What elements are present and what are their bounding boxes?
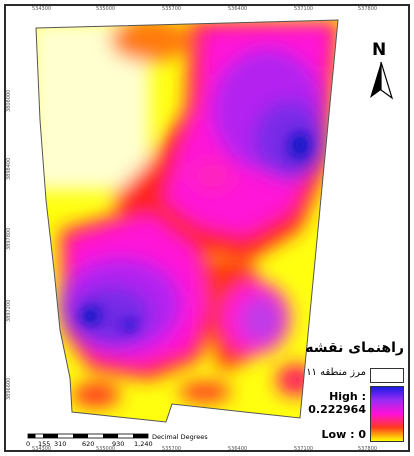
scale-tick-label: 0 bbox=[26, 440, 31, 448]
scale-tick-label: 1,240 bbox=[134, 440, 153, 448]
scale-tick-label: 155 bbox=[38, 440, 51, 448]
legend-low-label: Low : 0 bbox=[321, 428, 366, 441]
scale-tick-label: 310 bbox=[54, 440, 67, 448]
legend-boundary-swatch bbox=[370, 368, 404, 383]
legend-color-ramp bbox=[370, 386, 404, 442]
legend-boundary-label: مرز منطقه ۱۱ bbox=[306, 367, 366, 378]
scale-tick-label: 620 bbox=[82, 440, 95, 448]
scale-units-label: Decimal Degrees bbox=[152, 433, 208, 441]
legend-title: راهنمای نقشه bbox=[305, 340, 404, 356]
scale-bar bbox=[27, 433, 149, 439]
north-arrow-icon bbox=[370, 61, 394, 100]
scale-tick-label: 930 bbox=[112, 440, 125, 448]
legend-high-label: High : 0.222964 bbox=[308, 390, 366, 416]
north-label: N bbox=[372, 40, 387, 60]
